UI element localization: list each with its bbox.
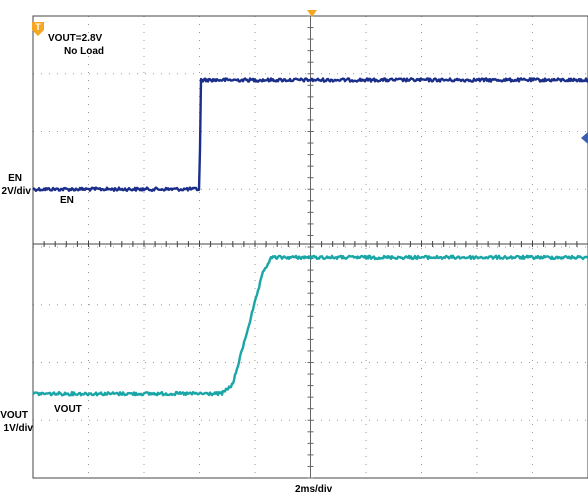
plot-frame [32,15,588,479]
traces [32,77,588,397]
vout-channel-scale-label: 1V/div [3,423,33,434]
vout-trace-label: VOUT [54,404,82,415]
annotation-vout-setting: VOUT=2.8V [48,33,103,44]
en-trace [32,77,588,192]
trigger-level-marker [581,132,588,144]
trigger-position-marker [307,10,317,17]
trigger-badge-icon: T [32,22,44,36]
en-trace-label: EN [60,195,74,206]
vout-channel-name-label: VOUT [0,410,28,421]
vout-trace [32,254,588,397]
markers: T [32,10,588,144]
time-scale-label: 2ms/div [295,484,333,495]
en-channel-name-label: EN [8,173,22,184]
annotation-load-condition: No Load [64,46,104,57]
svg-text:T: T [35,22,41,32]
en-channel-scale-label: 2V/div [1,186,31,197]
